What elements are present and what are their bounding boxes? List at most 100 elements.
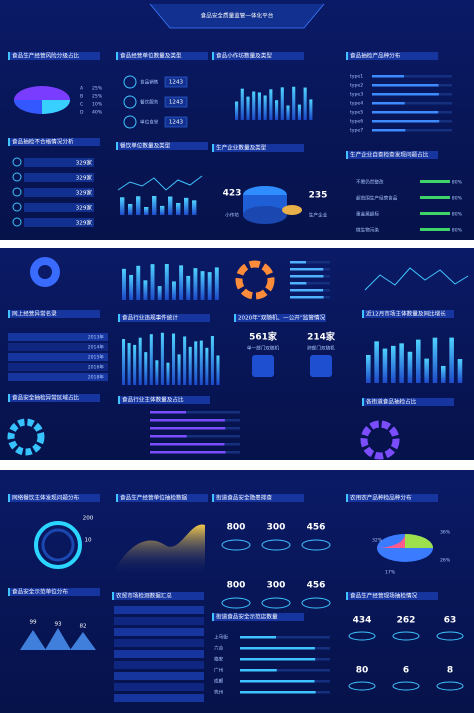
header-mark bbox=[116, 52, 118, 60]
donut bbox=[38, 265, 52, 279]
header-bar bbox=[212, 613, 304, 621]
bar bbox=[424, 358, 429, 383]
label: 6 bbox=[403, 666, 409, 676]
bar bbox=[168, 196, 173, 215]
bar bbox=[179, 265, 184, 300]
label: 食品抽检不合格情况分析 bbox=[12, 138, 74, 146]
label: type6 bbox=[350, 119, 363, 125]
bar bbox=[150, 411, 186, 414]
bar bbox=[374, 341, 379, 383]
label: 10 bbox=[84, 538, 92, 544]
track bbox=[290, 261, 330, 264]
platform bbox=[221, 539, 251, 551]
track bbox=[372, 75, 452, 78]
bar bbox=[246, 96, 250, 120]
bar bbox=[372, 84, 439, 87]
bar bbox=[205, 347, 209, 385]
label: 2016年 bbox=[88, 364, 105, 371]
row bbox=[24, 203, 94, 212]
bar bbox=[290, 289, 324, 292]
label: 成都 bbox=[214, 678, 224, 685]
platform bbox=[348, 631, 376, 641]
bar bbox=[449, 337, 454, 383]
label: type2 bbox=[350, 83, 363, 89]
label: 99 bbox=[29, 620, 37, 626]
row bbox=[8, 333, 108, 341]
bar bbox=[407, 351, 413, 383]
label: 800 bbox=[227, 523, 246, 533]
bar bbox=[297, 104, 301, 120]
bar bbox=[290, 282, 307, 285]
label: type7 bbox=[350, 128, 363, 134]
header-bar bbox=[118, 314, 210, 322]
header-mark bbox=[116, 142, 118, 150]
bar bbox=[129, 274, 134, 300]
title-frame bbox=[149, 3, 325, 29]
track bbox=[372, 102, 452, 105]
bar bbox=[183, 336, 187, 385]
label: 食品销售 bbox=[140, 79, 159, 86]
label: C bbox=[80, 102, 83, 108]
header-bar bbox=[8, 138, 100, 146]
label: 近12月市场主体数量及同比增长 bbox=[366, 310, 446, 318]
platform bbox=[301, 597, 331, 609]
row bbox=[24, 218, 94, 227]
label: 40% bbox=[92, 110, 103, 116]
bar bbox=[136, 196, 141, 215]
label: 食品行业主体数量及占比 bbox=[122, 396, 184, 404]
header-mark bbox=[8, 394, 10, 402]
header-bar bbox=[346, 494, 438, 502]
bar bbox=[186, 275, 191, 300]
platform bbox=[261, 597, 291, 609]
header-mark bbox=[212, 52, 214, 60]
label: 329家 bbox=[76, 189, 93, 197]
label: 2015年 bbox=[88, 354, 105, 361]
label: 生产企业数量及类型 bbox=[216, 144, 267, 152]
bar bbox=[194, 341, 198, 385]
header-bar bbox=[112, 592, 204, 600]
bar bbox=[200, 271, 205, 300]
bar bbox=[240, 88, 244, 120]
value-box bbox=[164, 76, 188, 88]
header-mark bbox=[346, 151, 348, 159]
header-mark bbox=[212, 144, 214, 152]
label: 8 bbox=[447, 666, 453, 676]
bar bbox=[150, 443, 225, 446]
donut bbox=[360, 420, 400, 460]
header-mark bbox=[212, 613, 214, 621]
header-mark bbox=[118, 396, 120, 404]
header-bar bbox=[212, 144, 304, 152]
line-chart bbox=[117, 175, 203, 191]
bar bbox=[157, 286, 162, 300]
label: 街道食品安全示范店数量 bbox=[216, 613, 278, 621]
label: 2013年 bbox=[88, 334, 105, 341]
label: 各街道食品抽检占比 bbox=[366, 398, 417, 406]
donut bbox=[235, 260, 275, 300]
platform bbox=[221, 597, 251, 609]
track bbox=[240, 636, 330, 639]
row bbox=[24, 158, 94, 167]
bar bbox=[214, 267, 219, 300]
label: 17% bbox=[385, 570, 396, 576]
bar bbox=[120, 197, 125, 215]
label: 餐饮单位数量及类型 bbox=[120, 142, 171, 150]
header-mark bbox=[212, 494, 214, 502]
header-bar bbox=[212, 494, 304, 502]
label: type3 bbox=[350, 92, 363, 98]
label: 食品安全示范单位分布 bbox=[12, 588, 68, 596]
label: 农用农产品种检品种分布 bbox=[350, 494, 412, 502]
bar bbox=[143, 280, 148, 300]
label: 生产企业自查检查发现问题占比 bbox=[350, 151, 429, 159]
header-bar bbox=[116, 494, 208, 502]
label: 食品生产经营单位抽检数据 bbox=[120, 494, 188, 502]
label: 广州 bbox=[214, 667, 224, 674]
label: 80% bbox=[452, 212, 463, 218]
row bbox=[114, 661, 204, 669]
bar bbox=[152, 196, 157, 215]
value-box bbox=[164, 96, 188, 108]
bar bbox=[172, 281, 176, 300]
platform bbox=[301, 539, 331, 551]
label: 800 bbox=[227, 581, 246, 591]
pie-slice bbox=[405, 534, 433, 548]
label: 食品生产经营风险分级占比 bbox=[12, 52, 80, 60]
